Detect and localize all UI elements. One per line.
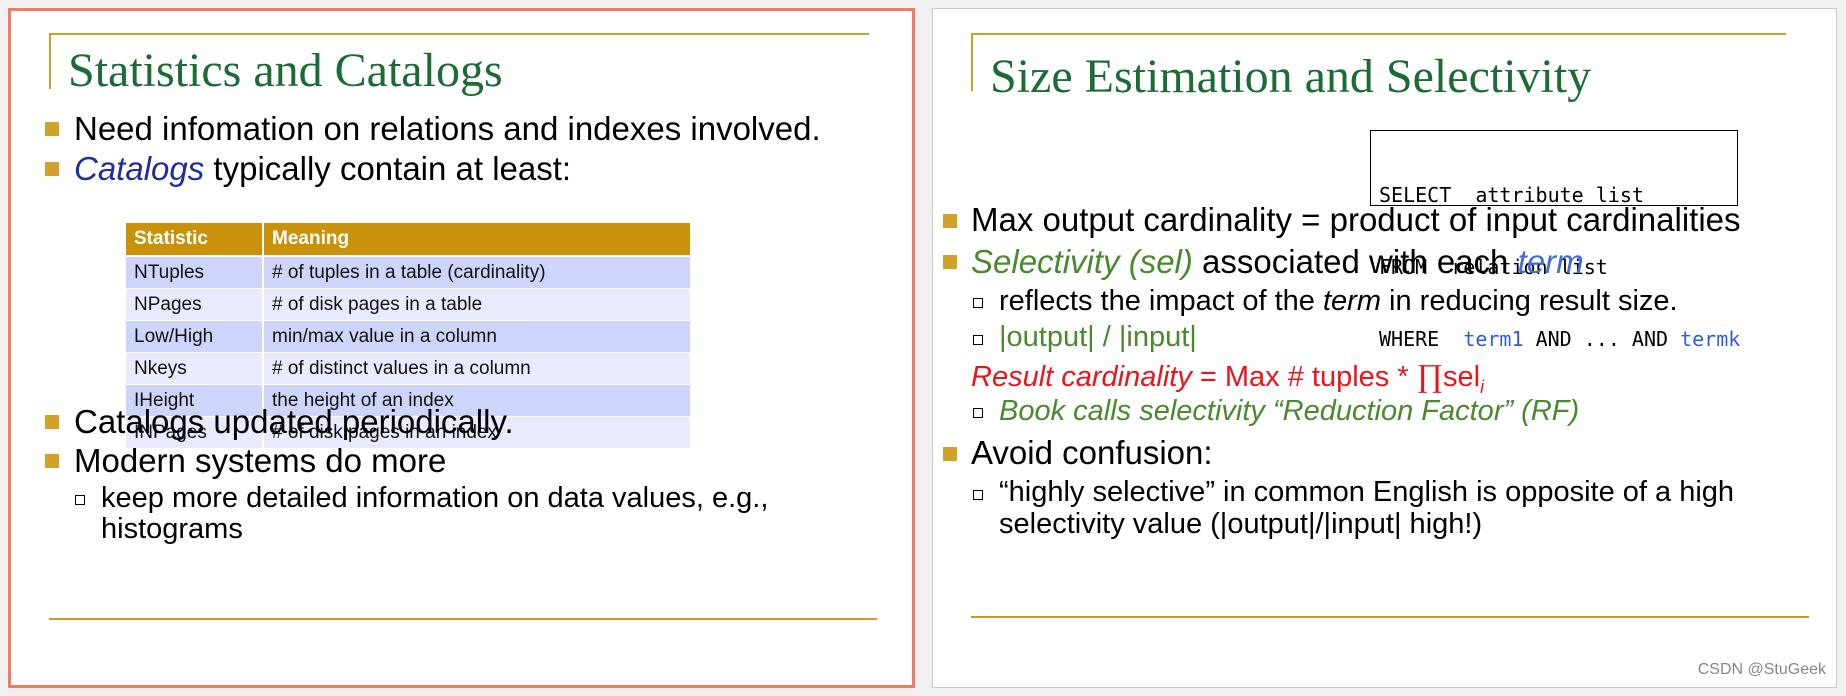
slide-title: Statistics and Catalogs [68,44,503,97]
header-meaning: Meaning [263,223,692,257]
bullet-catalogs-updated: Catalogs updated periodically. [74,403,514,440]
table-cell: # of tuples in a table (cardinality) [263,256,692,289]
square-bullet-icon [943,447,957,461]
hollow-square-bullet-icon [973,335,983,345]
title-rule-horizontal [49,33,869,35]
table-row: NPages # of disk pages in a table [126,288,692,321]
bullet-selectivity: Selectivity (sel) associated with each t… [971,243,1584,280]
hollow-square-bullet-icon [973,408,983,418]
sub-bullet-detailed-info-cont: histograms [101,513,243,545]
slide-statistics-and-catalogs: Statistics and Catalogs Need infomation … [8,8,915,688]
table-row: Nkeys # of distinct values in a column [126,352,692,385]
sql-query-box: SELECT attribute list FROM relation list… [1370,130,1740,351]
statistics-table: Statistic Meaning NTuples # of tuples in… [126,223,692,449]
sub-bullet-reduction-factor: Book calls selectivity “Reduction Factor… [999,395,1580,427]
table-cell: Low/High [126,320,264,353]
sub-bullet-reflects-impact: reflects the impact of the term in reduc… [999,285,1678,317]
square-bullet-icon [45,162,59,176]
table-cell: IHeight [126,384,264,417]
product-symbol: ∏ [1416,357,1444,393]
bullet-modern-systems: Modern systems do more [74,442,447,479]
table-cell: the height of an index [263,384,692,417]
bottom-rule [49,618,877,620]
sql-where-line: WHERE term1 AND ... AND termk [1379,327,1741,351]
square-bullet-icon [943,214,957,228]
table-cell: NPages [126,288,264,321]
slide-title: Size Estimation and Selectivity [990,50,1592,103]
square-bullet-icon [45,122,59,136]
slide-size-estimation: Size Estimation and Selectivity SELECT a… [932,8,1837,688]
table-row: Low/High min/max value in a column [126,320,692,353]
watermark: CSDN @StuGeek [1697,661,1826,678]
title-rule-horizontal [971,33,1786,35]
table-cell: # of disk pages in a table [263,288,692,321]
table-cell: NTuples [126,256,264,289]
table-cell: # of disk pages in an index [263,416,692,449]
table-header-row: Statistic Meaning [126,223,692,257]
table-cell: INPages [126,416,264,449]
table-row: INPages # of disk pages in an index [126,416,692,449]
hollow-square-bullet-icon [75,495,85,505]
sub-bullet-output-input: |output| / |input| [999,321,1197,353]
hollow-square-bullet-icon [973,490,983,500]
result-cardinality-formula: Result cardinality = Max # tuples * ∏sel… [971,357,1485,397]
title-rule-vertical [49,33,51,89]
title-rule-vertical [971,33,973,91]
bottom-rule [971,616,1809,618]
sub-bullet-detailed-info: keep more detailed information on data v… [101,482,769,514]
sql-select-line: SELECT attribute list [1379,183,1644,207]
sub-bullet-highly-selective: “highly selective” in common English is … [999,476,1735,508]
sql-from-line: FROM relation list [1379,255,1608,279]
square-bullet-icon [45,415,59,429]
table-cell: Nkeys [126,352,264,385]
table-cell: min/max value in a column [263,320,692,353]
sub-bullet-highly-selective-cont: selectivity value (|output|/|input| high… [999,508,1483,540]
square-bullet-icon [943,255,957,269]
bullet-relations-info: Need infomation on relations and indexes… [74,110,821,147]
bullet-max-output: Max output cardinality = product of inpu… [971,201,1741,238]
header-statistic: Statistic [126,223,264,257]
square-bullet-icon [45,454,59,468]
table-cell: # of distinct values in a column [263,352,692,385]
hollow-square-bullet-icon [973,298,983,308]
table-row: IHeight the height of an index [126,384,692,417]
table-row: NTuples # of tuples in a table (cardinal… [126,256,692,289]
bullet-avoid-confusion: Avoid confusion: [971,434,1213,471]
bullet-catalogs-contain: Catalogs typically contain at least: [74,150,572,187]
